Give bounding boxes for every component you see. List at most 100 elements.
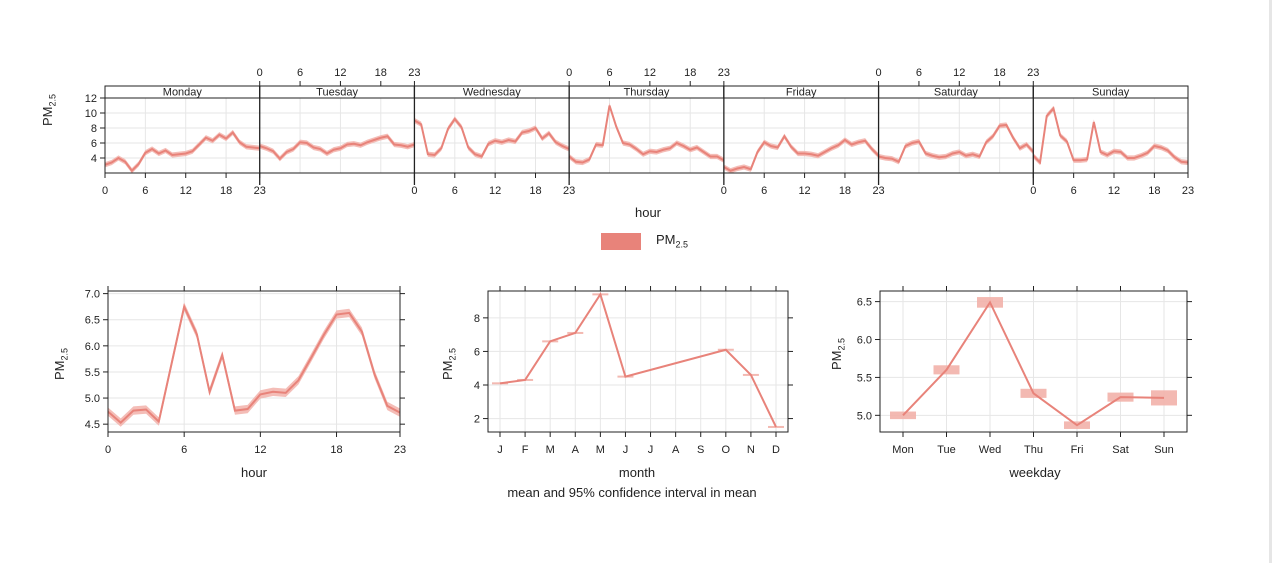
band-monday	[105, 129, 260, 174]
top-x-tick-label: 18	[1148, 185, 1160, 197]
top-x-tick-label: 12	[798, 185, 810, 197]
top-x-tick-label: 18	[684, 67, 696, 79]
strip-label-friday: Friday	[786, 87, 817, 99]
weekday-x-tick-label: Wed	[979, 444, 1001, 456]
top-y-tick-label-8: 8	[91, 123, 97, 135]
month-y-axis-label-main: PM	[440, 360, 455, 381]
scrollbar[interactable]	[1269, 0, 1272, 563]
hour-x-tick-label: 0	[105, 444, 111, 456]
weekday-y-tick-label: 6.0	[857, 335, 872, 347]
month-y-tick-label: 2	[474, 414, 480, 426]
strip-label-tuesday: Tuesday	[316, 87, 358, 99]
top-x-tick-label: 6	[297, 67, 303, 79]
top-x-tick-label: 0	[257, 67, 263, 79]
band-sunday	[1033, 105, 1188, 166]
month-x-tick-label: A	[572, 444, 580, 456]
hour-y-tick-label: 6.0	[85, 341, 100, 353]
strip-label-monday: Monday	[163, 87, 203, 99]
band-tuesday	[259, 133, 415, 162]
weekday-x-tick-label: Thu	[1024, 444, 1043, 456]
weekday-x-axis-label: weekday	[1009, 465, 1061, 480]
month-x-tick-label: S	[697, 444, 704, 456]
top-x-tick-label: 23	[718, 67, 730, 79]
month-series-line	[499, 292, 777, 428]
top-x-tick-label: 0	[721, 185, 727, 197]
top-x-axis-label: hour	[634, 205, 662, 220]
top-x-tick-label: 18	[375, 67, 387, 79]
month-x-tick-label: D	[772, 444, 780, 456]
hour-x-tick-label: 18	[330, 444, 342, 456]
series-line-wednesday	[413, 117, 570, 158]
top-y-tick-label-6: 6	[91, 138, 97, 150]
series-line-monday	[104, 130, 260, 173]
hour-y-tick-label: 5.5	[85, 367, 100, 379]
caption: mean and 95% confidence interval in mean	[507, 485, 757, 500]
strip-label-thursday: Thursday	[624, 87, 670, 99]
top-x-tick-label: 0	[566, 67, 572, 79]
hour-x-tick-label: 23	[394, 444, 406, 456]
weekday-x-tick-label: Fri	[1071, 444, 1084, 456]
month-x-tick-label: J	[623, 444, 629, 456]
top-y-axis-label-main: PM	[40, 106, 55, 127]
top-x-tick-label: 23	[1027, 67, 1039, 79]
hour-series-line	[107, 303, 401, 424]
weekday-y-axis-label-sub: 2.5	[836, 337, 847, 351]
top-x-tick-label: 0	[411, 185, 417, 197]
series-line-friday	[723, 134, 880, 172]
month-y-tick-label: 6	[474, 346, 480, 358]
month-x-tick-label: F	[522, 444, 529, 456]
hour-x-tick-label: 6	[181, 444, 187, 456]
top-x-tick-label: 0	[102, 185, 108, 197]
top-x-tick-label: 23	[1182, 185, 1194, 197]
top-x-tick-label: 18	[220, 185, 232, 197]
month-x-axis-label: month	[618, 465, 656, 480]
top-y-axis-label: PM2.5	[40, 86, 58, 126]
month-x-tick-label: J	[497, 444, 503, 456]
legend-label-main: PM	[656, 232, 676, 248]
top-x-tick-label: 23	[408, 67, 420, 79]
hour-y-axis-label-sub: 2.5	[59, 347, 70, 361]
top-x-tick-label: 12	[489, 185, 501, 197]
hour-band	[108, 302, 400, 427]
strip-label-sunday: Sunday	[1092, 87, 1130, 99]
band-thursday	[569, 102, 724, 166]
legend-swatch	[601, 232, 641, 250]
hour-y-tick-label: 5.0	[85, 393, 100, 405]
series-line-saturday	[878, 123, 1035, 164]
hour-x-tick-label: 12	[254, 444, 266, 456]
hour-x-axis-label: hour	[240, 465, 268, 480]
legend-label: PM2.5	[656, 232, 688, 250]
top-panel-frame	[104, 97, 1189, 174]
top-x-tick-label: 6	[606, 67, 612, 79]
legend-label-sub: 2.5	[675, 239, 689, 250]
weekday-x-tick-label: Sun	[1154, 444, 1174, 456]
series-line-thursday	[568, 105, 725, 164]
month-x-tick-label: O	[722, 444, 731, 456]
weekday-y-axis-label-main: PM	[829, 350, 844, 371]
weekday-y-tick-label: 6.5	[857, 297, 872, 309]
month-x-tick-label: N	[747, 444, 755, 456]
month-x-tick-label: J	[648, 444, 654, 456]
top-x-tick-label: 12	[180, 185, 192, 197]
legend: PM2.5	[601, 232, 688, 250]
top-x-tick-label: 6	[761, 185, 767, 197]
weekday-x-tick-label: Mon	[892, 444, 913, 456]
top-x-tick-label: 18	[839, 185, 851, 197]
month-x-tick-label: A	[672, 444, 680, 456]
month-x-tick-label: M	[596, 444, 605, 456]
top-x-tick-label: 12	[644, 67, 656, 79]
weekday-y-tick-label: 5.0	[857, 410, 872, 422]
month-y-tick-label: 8	[474, 313, 480, 325]
top-x-tick-label: 6	[916, 67, 922, 79]
weekday-x-tick-label: Sat	[1112, 444, 1129, 456]
top-y-tick-label-4: 4	[91, 153, 97, 165]
month-y-tick-label: 4	[474, 380, 480, 392]
top-x-tick-label: 18	[994, 67, 1006, 79]
month-x-tick-label: M	[546, 444, 555, 456]
top-x-tick-label: 12	[1108, 185, 1120, 197]
hour-y-tick-label: 6.5	[85, 315, 100, 327]
month-panel-frame	[487, 290, 789, 433]
weekday-x-tick-label: Tue	[937, 444, 956, 456]
